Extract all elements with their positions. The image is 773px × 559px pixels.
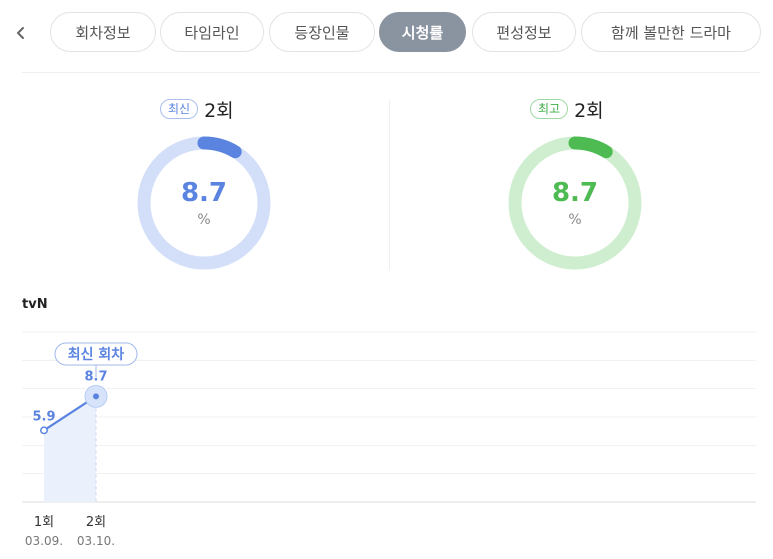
- chevron-left-icon: [17, 27, 24, 39]
- highest-rating-value: 8.7: [551, 178, 599, 208]
- highest-gauge-fill: [508, 136, 642, 270]
- highest-badge: 최고: [530, 99, 569, 119]
- highest-summary-header: 최고 2회: [530, 95, 604, 123]
- latest-summary-header: 최신 2회: [160, 95, 234, 123]
- data-label: 5.9: [32, 409, 55, 424]
- tab-bar: 회차정보 타임라인 등장인물 시청률 편성정보 함께 볼만한 드라마: [0, 0, 773, 66]
- x-tick-label: 2회: [86, 515, 106, 530]
- section-divider: [22, 72, 760, 73]
- latest-episode: 2회: [204, 99, 234, 122]
- latest-rating-value: 8.7: [180, 178, 228, 208]
- tab-schedule[interactable]: 편성정보: [472, 12, 576, 52]
- summary-divider: [389, 100, 390, 270]
- tab-ratings[interactable]: 시청률: [379, 12, 466, 52]
- x-tick-date: 03.09.: [25, 534, 63, 548]
- data-point: [93, 393, 99, 400]
- latest-rating-unit: %: [197, 212, 211, 228]
- data-point: [40, 426, 48, 435]
- annotation-bubble: [54, 342, 138, 366]
- tab-episode-info[interactable]: 회차정보: [50, 12, 156, 52]
- back-button[interactable]: [8, 16, 34, 50]
- latest-rating-gauge: 8.7 %: [137, 136, 271, 270]
- x-tick-label: 1회: [34, 515, 54, 530]
- latest-badge: 최신: [160, 99, 199, 119]
- highest-episode: 2회: [574, 99, 604, 122]
- x-tick-date: 03.10.: [77, 534, 115, 548]
- annotation-label: 최신 회차: [68, 347, 125, 363]
- network-label: tvN: [22, 297, 48, 312]
- highest-rating-unit: %: [568, 212, 582, 228]
- tab-cast[interactable]: 등장인물: [269, 12, 375, 52]
- tab-timeline[interactable]: 타임라인: [160, 12, 264, 52]
- highest-rating-gauge: 8.7 %: [508, 136, 642, 270]
- tab-recommended-dramas[interactable]: 함께 볼만한 드라마: [581, 12, 761, 52]
- latest-gauge-fill: [137, 136, 271, 270]
